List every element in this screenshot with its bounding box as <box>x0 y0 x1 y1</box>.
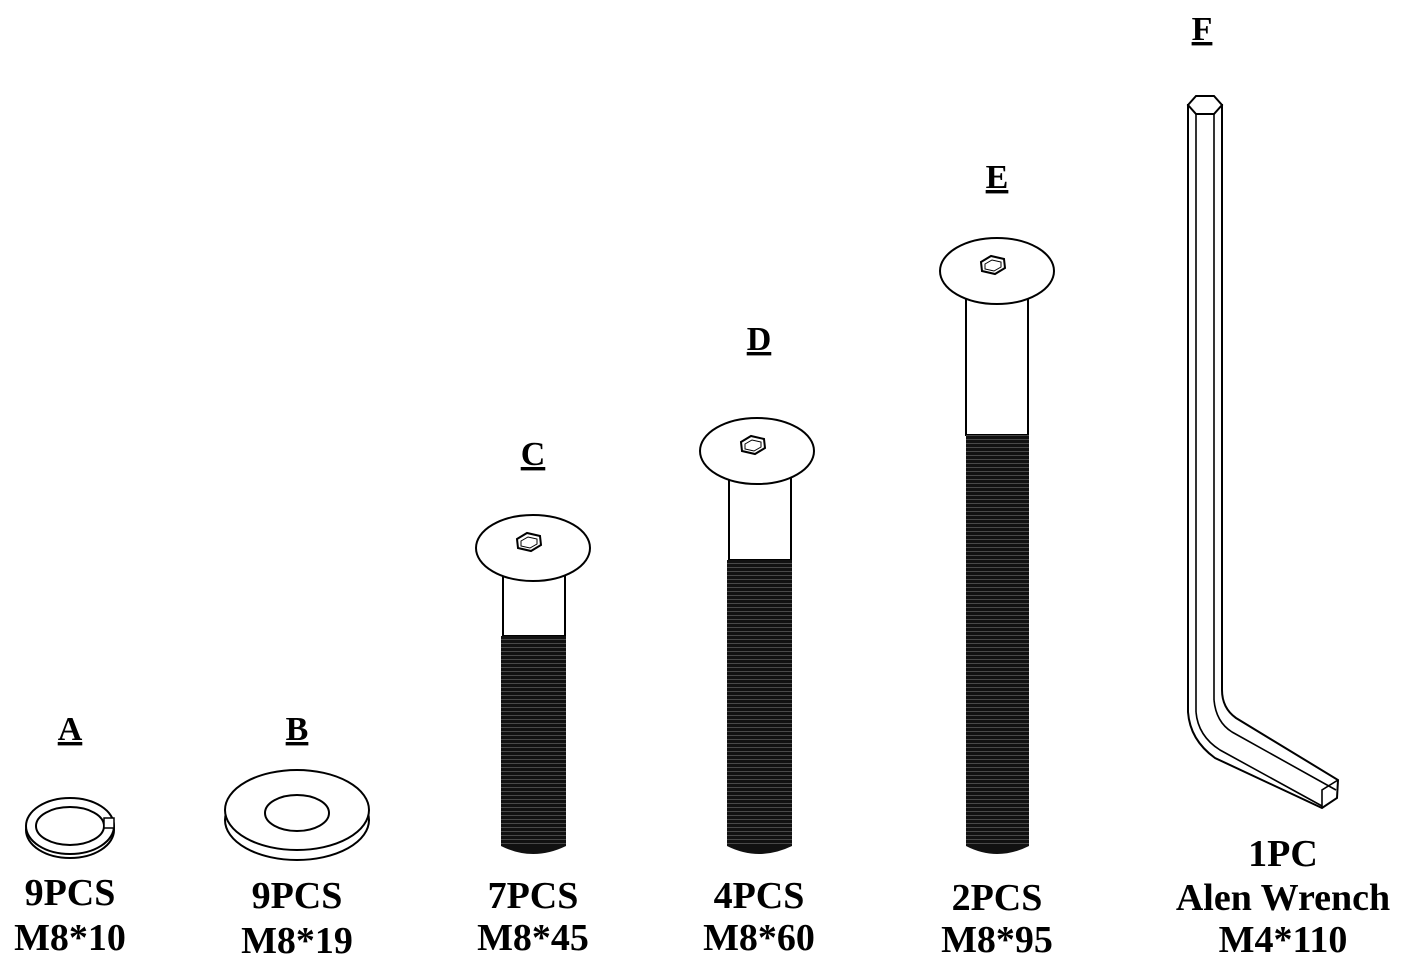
part-e-quantity: 2PCS <box>952 877 1043 919</box>
part-c-bolt: C 7PCS M8*45 <box>475 436 591 959</box>
part-f-allen-wrench: F 1PC Alen Wrench M4*110 <box>1176 11 1390 961</box>
part-f-quantity: 1PC <box>1248 833 1318 875</box>
part-d-bolt: D 4PCS M8*60 <box>699 321 815 959</box>
part-b-quantity: 9PCS <box>252 875 343 917</box>
part-a-letter: A <box>58 711 83 748</box>
part-e-size: M8*95 <box>941 919 1053 961</box>
part-e-letter: E <box>986 159 1009 196</box>
part-c-quantity: 7PCS <box>488 875 579 917</box>
part-d-size: M8*60 <box>703 917 815 959</box>
part-f-letter: F <box>1192 11 1213 48</box>
part-b-letter: B <box>286 711 309 748</box>
part-b-flat-washer: B 9PCS M8*19 <box>224 711 370 962</box>
part-f-name: Alen Wrench <box>1176 877 1390 919</box>
part-d-letter: D <box>747 321 772 358</box>
part-c-size: M8*45 <box>477 917 589 959</box>
part-a-size: M8*10 <box>14 917 126 959</box>
part-d-quantity: 4PCS <box>714 875 805 917</box>
part-a-quantity: 9PCS <box>25 872 116 914</box>
part-f-size: M4*110 <box>1219 919 1348 961</box>
part-b-size: M8*19 <box>241 920 353 962</box>
part-e-bolt: E 2PCS M8*95 <box>939 159 1055 961</box>
part-c-letter: C <box>521 436 546 473</box>
part-a-lock-washer: A 9PCS M8*10 <box>14 711 126 959</box>
